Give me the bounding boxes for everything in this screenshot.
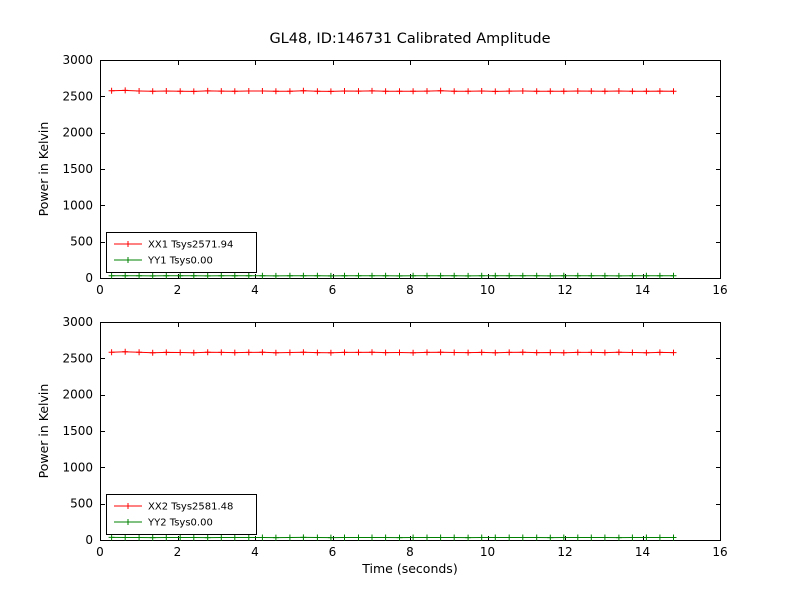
- x-tick-label: 8: [406, 545, 414, 559]
- y-tick-label: 1500: [62, 424, 93, 438]
- x-tick-label: 10: [480, 545, 495, 559]
- x-axis-label: Time (seconds): [362, 561, 458, 576]
- legend-box: [106, 232, 257, 273]
- x-tick-label: 6: [329, 283, 337, 297]
- legend-sample-marker: [125, 503, 131, 509]
- legend-label: XX2 Tsys2581.48: [148, 502, 233, 513]
- y-tick-label: 2500: [62, 89, 93, 103]
- legend-label: YY1 Tsys0.00: [147, 256, 213, 267]
- legend-sample-marker: [125, 241, 131, 247]
- y-axis-label-top: Power in Kelvin: [36, 121, 51, 217]
- y-tick-label: 0: [85, 533, 93, 547]
- y-tick-label: 500: [70, 497, 93, 511]
- x-tick-label: 16: [712, 545, 727, 559]
- x-tick-label: 12: [557, 545, 572, 559]
- x-tick-label: 2: [174, 283, 182, 297]
- series-markers-xx2: [108, 348, 677, 356]
- series-markers-yy1: [108, 272, 677, 279]
- legend-label: YY2 Tsys0.00: [147, 518, 213, 529]
- subplot-1: 0 2 4 6 8 10 12 14 16 0 500 1000 1500 2000 2500 3000 XX1…: [62, 53, 727, 297]
- y-axis-label-bottom: Power in Kelvin: [36, 383, 51, 479]
- series-markers-yy2: [108, 534, 677, 541]
- x-tick-label: 12: [557, 283, 572, 297]
- legend-sample-marker: [125, 257, 131, 263]
- y-tick-label: 1000: [62, 460, 93, 474]
- y-tick-label: 1000: [62, 198, 93, 212]
- x-tick-label: 10: [480, 283, 495, 297]
- x-tick-label: 14: [635, 545, 650, 559]
- x-tick-label: 4: [251, 545, 259, 559]
- series-markers-xx1: [108, 87, 677, 95]
- x-tick-label: 6: [329, 545, 337, 559]
- x-tick-label: 0: [96, 283, 104, 297]
- x-tick-label: 16: [712, 283, 727, 297]
- legend-sample-marker: [125, 519, 131, 525]
- legend-box: [106, 494, 257, 535]
- x-tick-label: 4: [251, 283, 259, 297]
- x-tick-label: 2: [174, 545, 182, 559]
- y-tick-label: 2000: [62, 388, 93, 402]
- y-tick-label: 3000: [62, 315, 93, 329]
- figure-title: GL48, ID:146731 Calibrated Amplitude: [269, 31, 551, 47]
- x-tick-label: 8: [406, 283, 414, 297]
- y-tick-label: 1500: [62, 162, 93, 176]
- y-tick-label: 2500: [62, 351, 93, 365]
- y-tick-label: 2000: [62, 126, 93, 140]
- x-tick-label: 0: [96, 545, 104, 559]
- legend-label: XX1 Tsys2571.94: [148, 240, 233, 251]
- y-tick-label: 0: [85, 271, 93, 285]
- subplot-2: 0 2 4 6 8 10 12 14 16 0 500 1000 1500 2000 2500 3000 XX2…: [62, 315, 727, 559]
- y-tick-label: 3000: [62, 53, 93, 67]
- x-tick-label: 14: [635, 283, 650, 297]
- y-tick-label: 500: [70, 235, 93, 249]
